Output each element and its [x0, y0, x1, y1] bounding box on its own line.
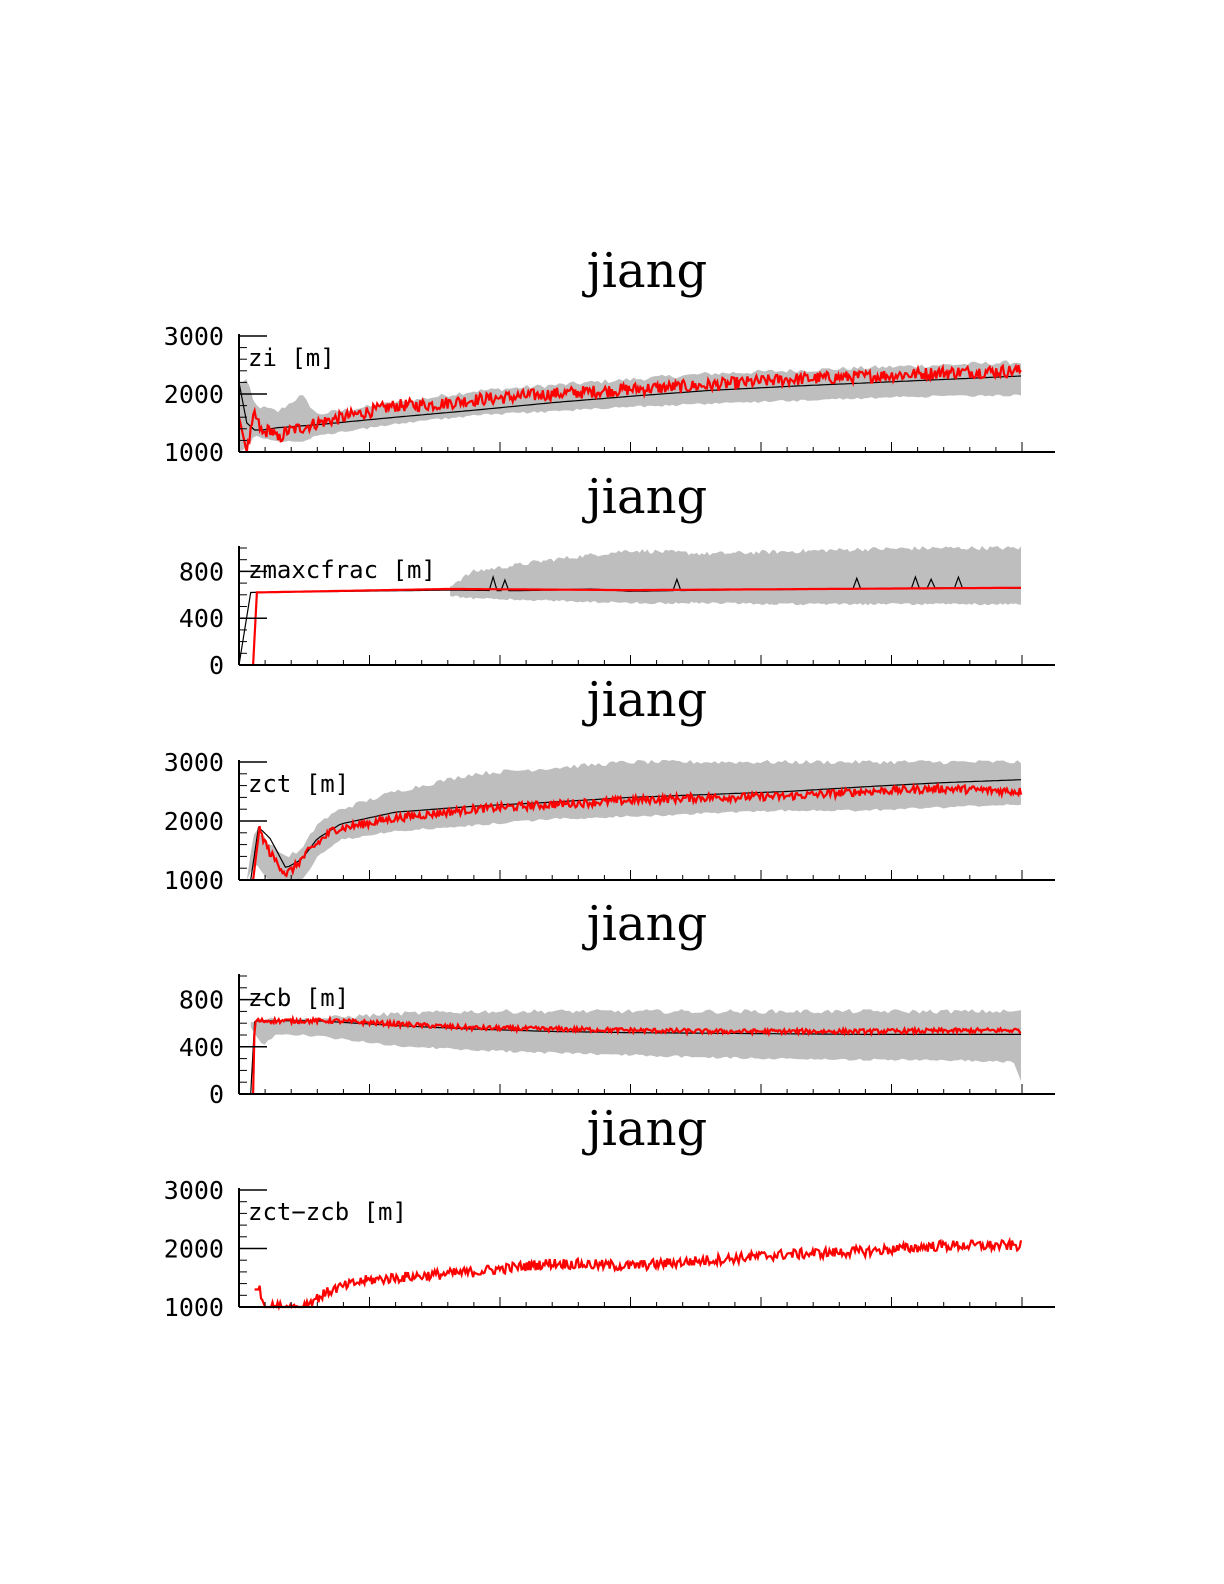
y-tick-label: 800: [179, 986, 224, 1015]
y-tick-label: 800: [179, 557, 224, 586]
y-tick-label: 3000: [164, 748, 224, 777]
y-tick-label: 0: [209, 1080, 224, 1109]
panel-1: jiang 1000 2000 3000 zi [m]: [164, 243, 1055, 467]
y-tick-label: 3000: [164, 322, 224, 351]
y-tick-label: 1000: [164, 438, 224, 467]
panel-3: jiang 1000 2000 3000 zct [m]: [164, 672, 1055, 895]
ensemble-range-band: [450, 546, 1022, 606]
panel-title: jiang: [582, 469, 708, 525]
ensemble-range-band: [239, 360, 1021, 452]
y-tick-label: 0: [209, 651, 224, 680]
y-tick-label: 1000: [164, 866, 224, 895]
variable-label: zi [m]: [248, 344, 335, 372]
model-series-line: [252, 1014, 1022, 1095]
variable-label: zcb [m]: [248, 984, 349, 1012]
y-tick-label: 2000: [164, 380, 224, 409]
model-series-line: [252, 782, 1023, 881]
panel-2: jiang 0 400 800 zmaxcfrac [m]: [179, 469, 1055, 680]
panel-5: jiang 1000 2000 3000 zct−zcb [m]: [164, 1101, 1055, 1322]
y-tick-label: 400: [179, 1033, 224, 1062]
y-tick-label: 2000: [164, 1235, 224, 1264]
variable-label: zmaxcfrac [m]: [248, 556, 436, 584]
variable-label: zct [m]: [248, 770, 349, 798]
ensemble-range-band: [250, 1009, 1021, 1082]
reference-series-line: [238, 375, 1022, 431]
panel-title: jiang: [582, 672, 708, 728]
panel-4: jiang 0 400 800 zcb [m]: [179, 896, 1055, 1109]
model-series-line: [254, 1236, 1023, 1312]
ensemble-range-band: [246, 760, 1022, 880]
y-tick-label: 400: [179, 604, 224, 633]
model-series-line: [237, 363, 1022, 453]
panel-title: jiang: [582, 896, 708, 952]
panel-title: jiang: [582, 1101, 708, 1157]
panel-title: jiang: [582, 243, 708, 299]
y-tick-label: 1000: [164, 1293, 224, 1322]
y-tick-label: 3000: [164, 1176, 224, 1205]
model-series-line: [252, 586, 1021, 666]
y-tick-label: 2000: [164, 807, 224, 836]
variable-label: zct−zcb [m]: [248, 1198, 407, 1226]
